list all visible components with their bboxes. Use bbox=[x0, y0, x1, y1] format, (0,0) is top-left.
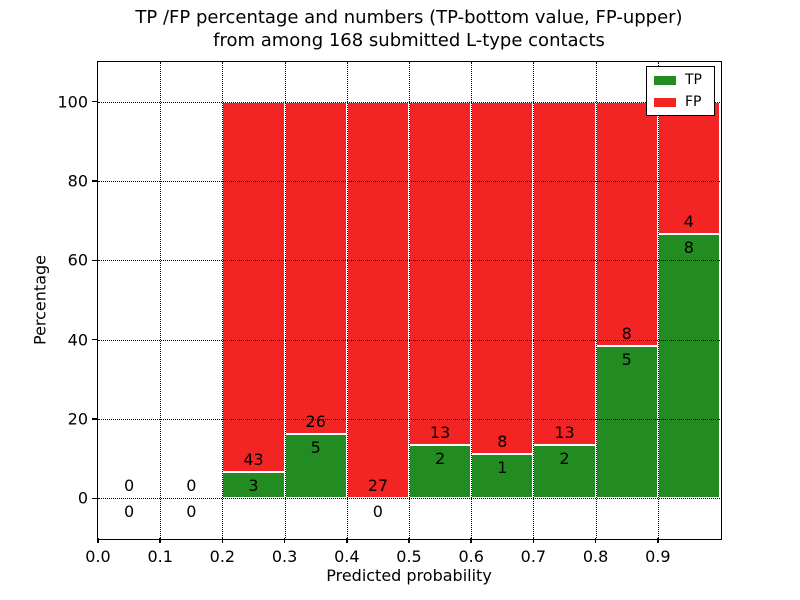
x-tick-mark bbox=[346, 538, 348, 543]
bar-label-fp-count: 26 bbox=[305, 412, 326, 432]
bar-segment-tp bbox=[284, 434, 347, 499]
plot-area: 0 20 40 60 80 100 0.0 0.1 0.2 0.3 0.4 0.5 0.6 0.7 0.8 0… bbox=[57, 60, 722, 566]
x-tick-label: 0.0 bbox=[85, 547, 111, 566]
x-tick-label: 0.7 bbox=[520, 547, 547, 566]
bar-segment-tp bbox=[409, 445, 472, 499]
bar-segment-fp bbox=[346, 101, 409, 499]
bar-label-fp-count: 13 bbox=[429, 423, 451, 443]
x-tick-mark bbox=[532, 538, 535, 543]
bar-label-fp-count: 13 bbox=[554, 423, 575, 443]
chart-title-line1: TP /FP percentage and numbers (TP-bottom… bbox=[135, 7, 683, 28]
bar-segment-fp bbox=[471, 101, 534, 455]
bar-label-tp-count: 8 bbox=[683, 237, 694, 257]
y-tick-mark bbox=[91, 259, 97, 262]
x-axis-label: Predicted probability bbox=[326, 566, 492, 585]
bar-label-tp-count: 0 bbox=[124, 502, 135, 522]
bar-label-tp-count: 1 bbox=[497, 458, 508, 478]
bar-label-fp-count: 43 bbox=[243, 450, 264, 470]
x-gridline bbox=[346, 62, 348, 538]
x-gridline bbox=[471, 62, 473, 538]
bar-segment-fp bbox=[284, 101, 347, 435]
x-tick-label: 0.3 bbox=[271, 547, 298, 566]
legend-entry-fp: FP bbox=[654, 94, 707, 110]
bar-label-tp-count: 5 bbox=[310, 438, 321, 458]
bar-segment-fp bbox=[595, 101, 658, 346]
x-tick-mark bbox=[97, 538, 99, 543]
y-tick-label: 100 bbox=[57, 92, 88, 112]
fp-color-swatch-icon bbox=[654, 97, 676, 107]
bar-label-tp-count: 0 bbox=[372, 502, 383, 522]
legend-label-fp: FP bbox=[685, 94, 702, 110]
x-gridline bbox=[533, 62, 535, 538]
legend-label-tp: TP bbox=[685, 72, 702, 88]
bar-segment-fp bbox=[222, 101, 285, 473]
x-tick-mark bbox=[470, 538, 472, 543]
bar-label-tp-count: 2 bbox=[435, 449, 446, 469]
x-gridline bbox=[595, 62, 597, 538]
y-tick-mark bbox=[91, 180, 97, 182]
x-tick-label: 0.2 bbox=[209, 547, 236, 566]
legend-entry-tp: TP bbox=[654, 72, 707, 88]
bar-label-tp-count: 2 bbox=[559, 449, 570, 469]
bar-segment-tp bbox=[471, 454, 534, 499]
y-tick-label: 80 bbox=[67, 171, 88, 191]
y-tick-mark bbox=[91, 100, 97, 103]
bar-label-fp-count: 0 bbox=[124, 476, 135, 496]
x-gridline bbox=[160, 62, 162, 538]
bar-label-fp-count: 0 bbox=[186, 476, 197, 496]
bar-segment-tp bbox=[222, 472, 285, 499]
bar-segment-tp bbox=[595, 345, 658, 499]
x-tick-mark bbox=[283, 538, 286, 543]
x-tick-mark bbox=[657, 538, 659, 543]
bar-label-fp-count: 4 bbox=[683, 211, 694, 231]
tp-color-swatch-icon bbox=[654, 75, 676, 85]
x-tick-label: 0.8 bbox=[582, 547, 609, 566]
bar-label-fp-count: 8 bbox=[497, 432, 508, 452]
x-tick-label: 0.4 bbox=[334, 547, 360, 566]
chart-title-line2: from among 168 submitted L-type contacts bbox=[213, 30, 605, 51]
y-tick-mark bbox=[91, 418, 97, 420]
x-gridline bbox=[409, 62, 410, 538]
x-gridline bbox=[284, 62, 286, 538]
y-tick-label: 40 bbox=[67, 330, 88, 350]
x-tick-mark bbox=[408, 538, 410, 543]
bar-segment-tp bbox=[657, 233, 720, 499]
x-tick-mark bbox=[159, 538, 161, 543]
y-tick-mark bbox=[91, 338, 97, 341]
y-tick-label: 20 bbox=[67, 409, 88, 429]
bar-label-tp-count: 5 bbox=[621, 349, 632, 369]
x-tick-label: 0.1 bbox=[147, 547, 173, 566]
x-tick-mark bbox=[594, 538, 597, 543]
legend: TP FP bbox=[646, 66, 715, 116]
bar-label-fp-count: 8 bbox=[621, 323, 632, 343]
x-tick-label: 0.6 bbox=[458, 547, 484, 566]
y-tick-label: 60 bbox=[67, 250, 88, 270]
bar-label-fp-count: 27 bbox=[367, 476, 389, 496]
x-tick-label: 0.5 bbox=[396, 547, 422, 566]
y-tick-mark bbox=[91, 497, 97, 500]
x-gridline bbox=[657, 62, 659, 538]
chart-title: TP /FP percentage and numbers (TP-bottom… bbox=[98, 6, 720, 52]
x-tick-label: 0.9 bbox=[645, 547, 671, 566]
x-gridline bbox=[222, 62, 224, 538]
bar-segment-fp bbox=[409, 101, 472, 446]
y-tick-label: 0 bbox=[77, 488, 88, 508]
bar-segment-fp bbox=[533, 101, 596, 446]
x-tick-mark bbox=[221, 538, 224, 543]
bar-label-tp-count: 3 bbox=[248, 476, 259, 496]
bar-label-tp-count: 0 bbox=[186, 502, 197, 522]
